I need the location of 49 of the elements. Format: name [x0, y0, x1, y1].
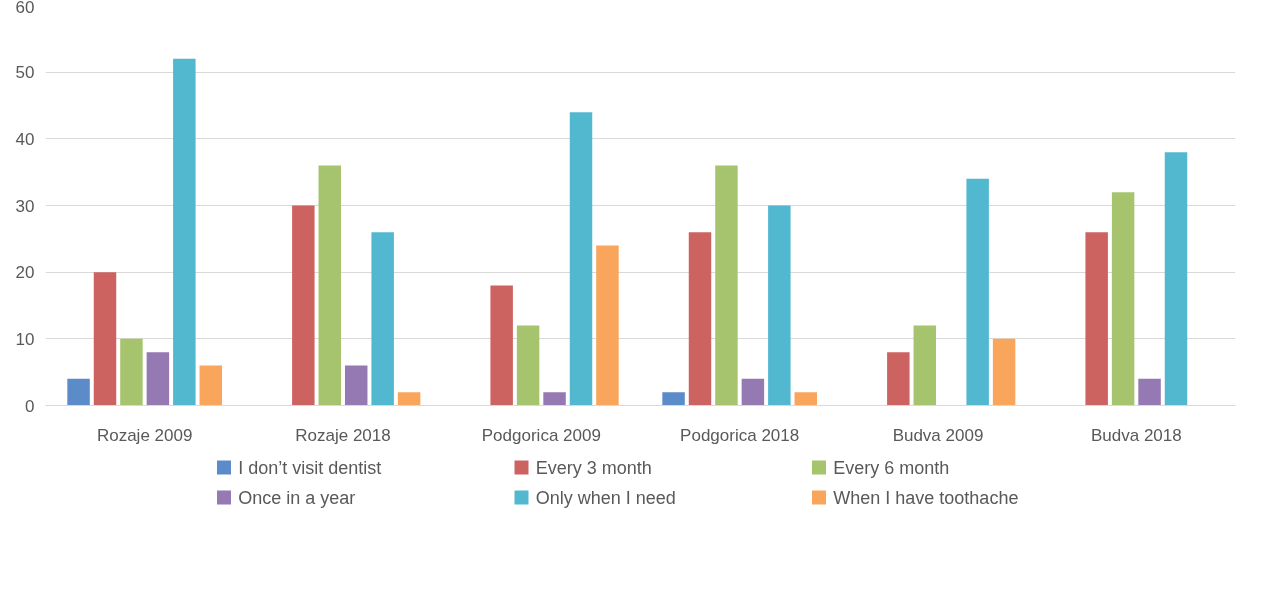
legend-label: Every 6 month — [833, 457, 950, 478]
bar — [93, 272, 117, 406]
y-tick-label: 40 — [15, 129, 35, 149]
bar — [344, 365, 368, 406]
bar — [1164, 152, 1188, 406]
y-tick-label: 10 — [15, 329, 35, 349]
bar — [318, 165, 342, 406]
bar — [1085, 232, 1108, 406]
bar — [67, 378, 90, 406]
bar — [490, 285, 513, 406]
bar — [1111, 192, 1135, 406]
bar — [887, 352, 910, 406]
bar — [741, 378, 765, 406]
y-tick-label: 0 — [25, 396, 35, 416]
bar — [596, 245, 619, 406]
legend-label: When I have toothache — [833, 487, 1019, 508]
bar — [292, 205, 315, 406]
bar — [913, 325, 937, 406]
bar — [146, 352, 170, 406]
bar — [688, 232, 712, 406]
legend-label: Once in a year — [238, 487, 356, 508]
bar — [516, 325, 540, 406]
bar — [992, 338, 1016, 406]
x-tick-label: Rozaje 2009 — [96, 425, 193, 445]
bar — [543, 392, 566, 406]
bar — [966, 178, 989, 406]
bar — [173, 58, 196, 406]
legend-label: Every 3 month — [535, 457, 652, 478]
y-tick-label: 30 — [15, 196, 35, 216]
bar — [120, 338, 143, 406]
bar — [371, 232, 394, 406]
legend-label: I don’t visit dentist — [238, 457, 382, 478]
bar — [768, 205, 791, 406]
bar — [397, 392, 421, 406]
bar — [199, 365, 223, 406]
x-tick-label: Podgorica 2009 — [481, 425, 601, 445]
bar — [569, 112, 593, 406]
bar — [715, 165, 738, 406]
y-tick-label: 20 — [15, 263, 35, 283]
legend-label: Only when I need — [535, 487, 676, 508]
bar — [662, 392, 685, 406]
bar — [794, 392, 818, 406]
x-tick-label: Podgorica 2018 — [680, 425, 800, 445]
x-tick-label: Budva 2018 — [1090, 425, 1182, 445]
y-tick-label: 60 — [15, 0, 35, 17]
x-tick-label: Budva 2009 — [892, 425, 984, 445]
x-tick-label: Rozaje 2018 — [295, 425, 391, 445]
y-tick-label: 50 — [15, 63, 35, 83]
bar — [1138, 378, 1161, 406]
